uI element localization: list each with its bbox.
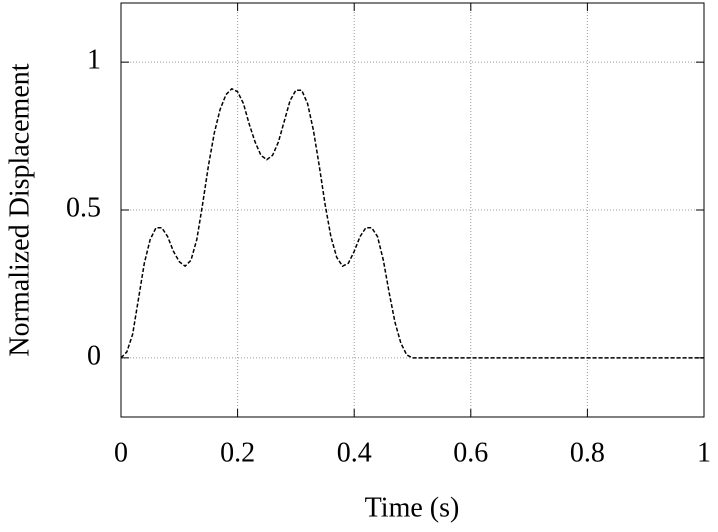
x-tick-label: 1 — [697, 437, 711, 468]
x-tick-label: 0.8 — [570, 437, 605, 468]
y-tick-label: 0 — [87, 340, 101, 371]
y-axis-label: Normalized Displacement — [4, 63, 35, 356]
x-tick-label: 0.2 — [220, 437, 255, 468]
x-axis-label: Time (s) — [365, 492, 460, 523]
plot-frame — [120, 2, 705, 418]
x-tick-label: 0.6 — [453, 437, 488, 468]
x-tick-label: 0.4 — [337, 437, 372, 468]
x-tick-label: 0 — [114, 437, 128, 468]
y-tick-label: 0.5 — [66, 192, 101, 223]
y-tick-label: 1 — [87, 45, 101, 76]
data-line — [120, 87, 704, 359]
